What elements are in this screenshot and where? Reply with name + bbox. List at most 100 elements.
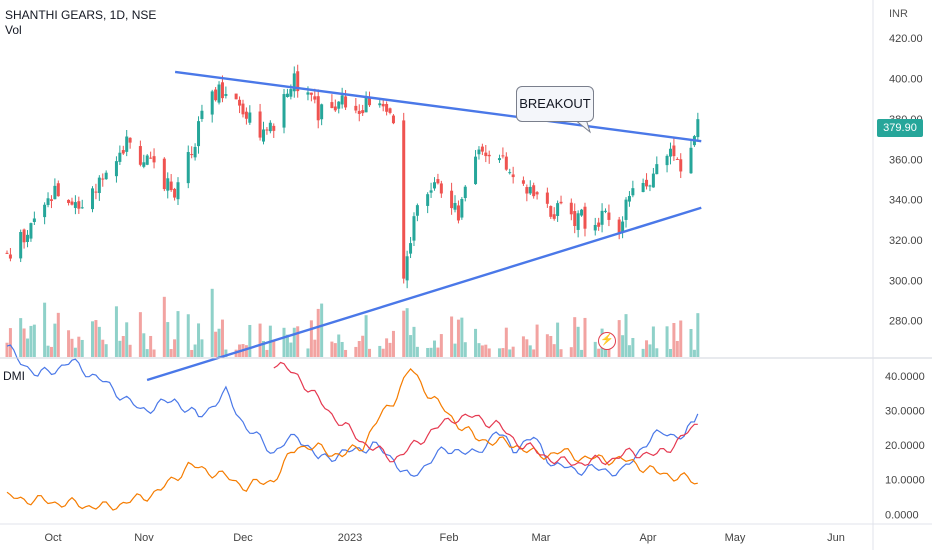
volume-bar <box>80 339 84 357</box>
candle-body <box>238 99 242 106</box>
volume-bar <box>409 335 413 357</box>
volume-bar <box>224 349 228 357</box>
candle-body <box>696 119 700 138</box>
volume-bar <box>43 302 47 357</box>
volume-bar <box>248 324 252 357</box>
volume-bar <box>405 308 409 357</box>
volume-bar <box>193 344 197 357</box>
candle-body <box>624 199 628 220</box>
candle-body <box>405 256 409 281</box>
volume-bar <box>641 348 645 357</box>
volume-bar <box>340 341 344 357</box>
candle-body <box>152 156 156 163</box>
volume-bar <box>285 334 289 357</box>
candle-body <box>289 89 293 97</box>
candle-body <box>675 158 679 160</box>
volume-bar <box>504 327 508 357</box>
volume-bar <box>169 349 173 357</box>
volume-bar <box>378 345 382 357</box>
time-tick-label: 2023 <box>338 532 362 544</box>
dmi-tick-label: 10.0000 <box>885 475 925 487</box>
volume-bar <box>262 340 265 357</box>
volume-bar <box>511 346 515 357</box>
candle-body <box>391 115 395 124</box>
volume-bar <box>621 335 625 357</box>
candle-body <box>234 93 238 100</box>
volume-bar <box>220 319 224 357</box>
last-price-badge: 379.90 <box>877 119 923 137</box>
candle-body <box>600 210 604 225</box>
volume-bar <box>631 337 635 357</box>
volume-bar <box>337 334 341 357</box>
candle-body <box>521 180 525 184</box>
candle-body <box>173 188 177 198</box>
candle-body <box>340 95 344 105</box>
volume-bar <box>508 349 512 357</box>
candle-body <box>125 136 129 152</box>
volume-bar <box>624 314 628 357</box>
volume-bar <box>583 317 587 357</box>
candle-body <box>415 205 419 216</box>
volume-bar <box>573 317 577 357</box>
volume-bar <box>306 348 310 357</box>
candle-body <box>190 154 194 156</box>
volume-bar <box>391 330 395 357</box>
candle-body <box>176 182 180 200</box>
candle-body <box>641 182 645 193</box>
candle-body <box>29 223 33 239</box>
volume-bar <box>197 323 201 357</box>
candle-body <box>19 232 23 259</box>
candle-body <box>508 172 512 174</box>
lightning-icon[interactable]: ⚡ <box>598 332 616 350</box>
volume-bar <box>200 339 204 357</box>
volume-bar <box>559 349 563 357</box>
volume-bar <box>114 306 118 357</box>
candle-body <box>385 103 389 112</box>
candle-body <box>412 216 416 241</box>
volume-bar <box>426 347 430 357</box>
candle-body <box>593 224 597 231</box>
candle-body <box>378 103 382 106</box>
volume-bar <box>272 339 276 357</box>
volume-legend[interactable]: Vol <box>5 23 22 37</box>
candle-body <box>545 192 549 204</box>
candle-body <box>333 106 337 111</box>
dmi-tick-label: 20.0000 <box>885 440 925 452</box>
candle-body <box>573 211 577 227</box>
candle-body <box>22 229 26 243</box>
candle-body <box>679 159 683 172</box>
price-tick-label: 280.00 <box>889 316 923 328</box>
volume-bar <box>648 344 652 357</box>
volume-bar <box>265 349 269 357</box>
candle-body <box>426 194 430 206</box>
candle-body <box>497 158 501 161</box>
candle-body <box>43 204 47 218</box>
candle-body <box>580 209 584 216</box>
price-tick-label: 400.00 <box>889 74 923 86</box>
candle-body <box>262 129 265 142</box>
price-pane <box>5 64 700 289</box>
volume-bar <box>487 348 491 357</box>
volume-bar <box>388 342 392 357</box>
volume-bar <box>474 328 478 357</box>
volume-bar <box>282 327 286 357</box>
candle-body <box>166 178 170 191</box>
candle-body <box>535 192 539 195</box>
volume-bar <box>289 342 293 357</box>
volume-bar <box>569 347 573 357</box>
di-plus-line <box>6 344 699 477</box>
volume-bar <box>627 345 631 357</box>
price-tick-label: 300.00 <box>889 275 923 287</box>
candle-body <box>320 104 324 120</box>
candle-body <box>501 155 505 157</box>
dmi-legend[interactable]: DMI <box>3 369 25 383</box>
symbol-title[interactable]: SHANTHI GEARS, 1D, NSE <box>5 8 157 22</box>
volume-bar <box>121 336 125 357</box>
candle-body <box>388 108 392 113</box>
breakout-callout[interactable]: BREAKOUT <box>516 86 594 122</box>
volume-bar <box>665 326 669 357</box>
volume-bar <box>456 319 460 357</box>
volume-bar <box>190 349 194 357</box>
candle-body <box>77 201 81 209</box>
